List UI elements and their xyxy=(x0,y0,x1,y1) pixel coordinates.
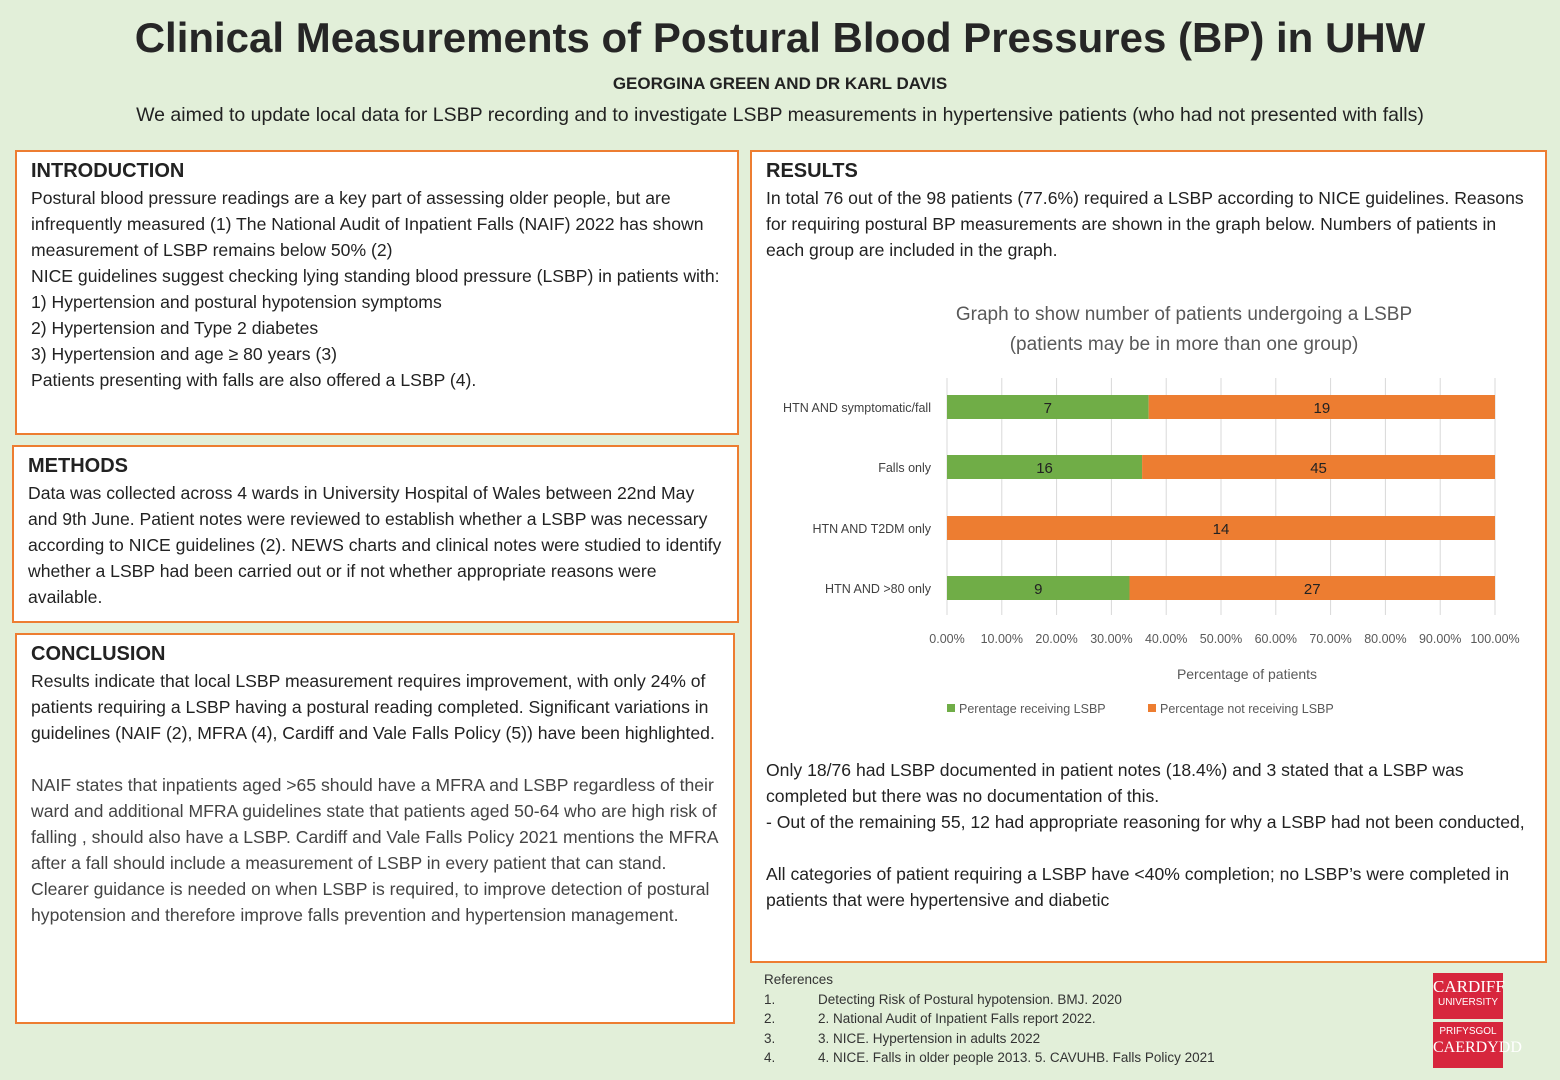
chart-subtitle: (patients may be in more than one group) xyxy=(1010,334,1359,355)
legend-swatch xyxy=(947,704,955,712)
category-label: Falls only xyxy=(878,461,932,475)
bar-chart: Graph to show number of patients undergo… xyxy=(783,304,1520,716)
conclusion-text-2: NAIF states that inpatients aged >65 sho… xyxy=(31,775,718,925)
x-tick-label: 30.00% xyxy=(1090,632,1132,646)
introduction-heading: INTRODUCTION xyxy=(31,160,185,182)
poster-title: Clinical Measurements of Postural Blood … xyxy=(134,14,1426,61)
data-label: 16 xyxy=(1036,460,1053,477)
results-section: RESULTS In total 76 out of the 98 patien… xyxy=(750,150,1547,963)
chart-title: Graph to show number of patients undergo… xyxy=(956,304,1412,325)
x-tick-label: 10.00% xyxy=(981,632,1023,646)
reference-item: 2. 2. National Audit of Inpatient Falls r… xyxy=(764,1011,1096,1026)
category-label: HTN AND symptomatic/fall xyxy=(783,401,931,415)
x-tick-label: 0.00% xyxy=(929,632,964,646)
references-heading: References xyxy=(764,972,834,987)
x-tick-label: 100.00% xyxy=(1470,632,1519,646)
data-label: 27 xyxy=(1304,581,1321,598)
references: References 1. Detecting Risk of Postural … xyxy=(764,970,1215,1068)
reference-item: 4. 4. NICE. Falls in older people 2013. 5… xyxy=(764,1050,1215,1065)
x-tick-label: 90.00% xyxy=(1419,632,1461,646)
x-tick-label: 80.00% xyxy=(1364,632,1406,646)
results-text: Only 18/76 had LSBP documented in patien… xyxy=(766,760,1464,806)
x-tick-label: 60.00% xyxy=(1255,632,1297,646)
results-heading: RESULTS xyxy=(766,160,858,182)
cardiff-university-logo: CARDIFF UNIVERSITY PRIFYSGOL CAERDYDD xyxy=(1433,973,1522,1068)
intro-line: Patients presenting with falls are also … xyxy=(31,370,477,390)
data-label: 45 xyxy=(1310,460,1327,477)
aim-statement: We aimed to update local data for LSBP r… xyxy=(136,104,1424,126)
data-label: 9 xyxy=(1034,581,1042,598)
category-label: HTN AND T2DM only xyxy=(812,522,931,536)
x-tick-label: 50.00% xyxy=(1200,632,1242,646)
x-tick-label: 40.00% xyxy=(1145,632,1187,646)
bar-segment xyxy=(947,516,1495,540)
introduction-section: INTRODUCTION Postural blood pressure rea… xyxy=(15,150,739,435)
legend-swatch xyxy=(1148,704,1156,712)
data-label: 7 xyxy=(1044,400,1052,417)
bar-segment xyxy=(1129,576,1495,600)
bar-segment xyxy=(947,395,1149,419)
reference-item: 3. 3. NICE. Hypertension in adults 2022 xyxy=(764,1030,1041,1046)
results-text: - Out of the remaining 55, 12 had approp… xyxy=(766,812,1525,832)
data-label: 19 xyxy=(1313,400,1330,417)
results-text: All categories of patient requiring a LS… xyxy=(766,864,1510,910)
data-label: 14 xyxy=(1213,521,1230,538)
bar-segment xyxy=(947,576,1130,600)
category-label: HTN AND >80 only xyxy=(825,582,932,596)
bar-segment xyxy=(947,455,1143,479)
intro-line: 1) Hypertension and postural hypotension… xyxy=(31,292,442,312)
conclusion-heading: CONCLUSION xyxy=(31,643,166,665)
bar-segment xyxy=(1142,455,1495,479)
conclusion-text: Results indicate that local LSBP measure… xyxy=(31,671,715,743)
methods-text: Data was collected across 4 wards in Uni… xyxy=(28,483,722,607)
reference-item: 1. Detecting Risk of Postural hypotension… xyxy=(764,991,1122,1007)
bar-segment xyxy=(1148,395,1495,419)
conclusion-section: CONCLUSION Results indicate that local L… xyxy=(15,633,735,1024)
intro-line: 3) Hypertension and age ≥ 80 years (3) xyxy=(31,344,337,364)
intro-line: 2) Hypertension and Type 2 diabetes xyxy=(31,318,319,338)
intro-line: NICE guidelines suggest checking lying s… xyxy=(31,266,720,286)
x-axis-label: Percentage of patients xyxy=(1177,666,1317,682)
x-tick-label: 20.00% xyxy=(1035,632,1077,646)
legend-label: Percentage not receiving LSBP xyxy=(1160,702,1334,716)
x-tick-label: 70.00% xyxy=(1309,632,1351,646)
intro-line: Postural blood pressure readings are a k… xyxy=(31,188,704,260)
legend-label: Perentage receiving LSBP xyxy=(959,702,1106,716)
methods-section: METHODS Data was collected across 4 ward… xyxy=(12,445,739,623)
methods-heading: METHODS xyxy=(28,455,128,477)
authors: GEORGINA GREEN AND DR KARL DAVIS xyxy=(612,74,948,93)
results-intro: In total 76 out of the 98 patients (77.6… xyxy=(766,188,1524,260)
